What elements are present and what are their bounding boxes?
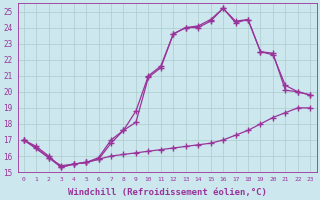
X-axis label: Windchill (Refroidissement éolien,°C): Windchill (Refroidissement éolien,°C)	[68, 188, 267, 197]
